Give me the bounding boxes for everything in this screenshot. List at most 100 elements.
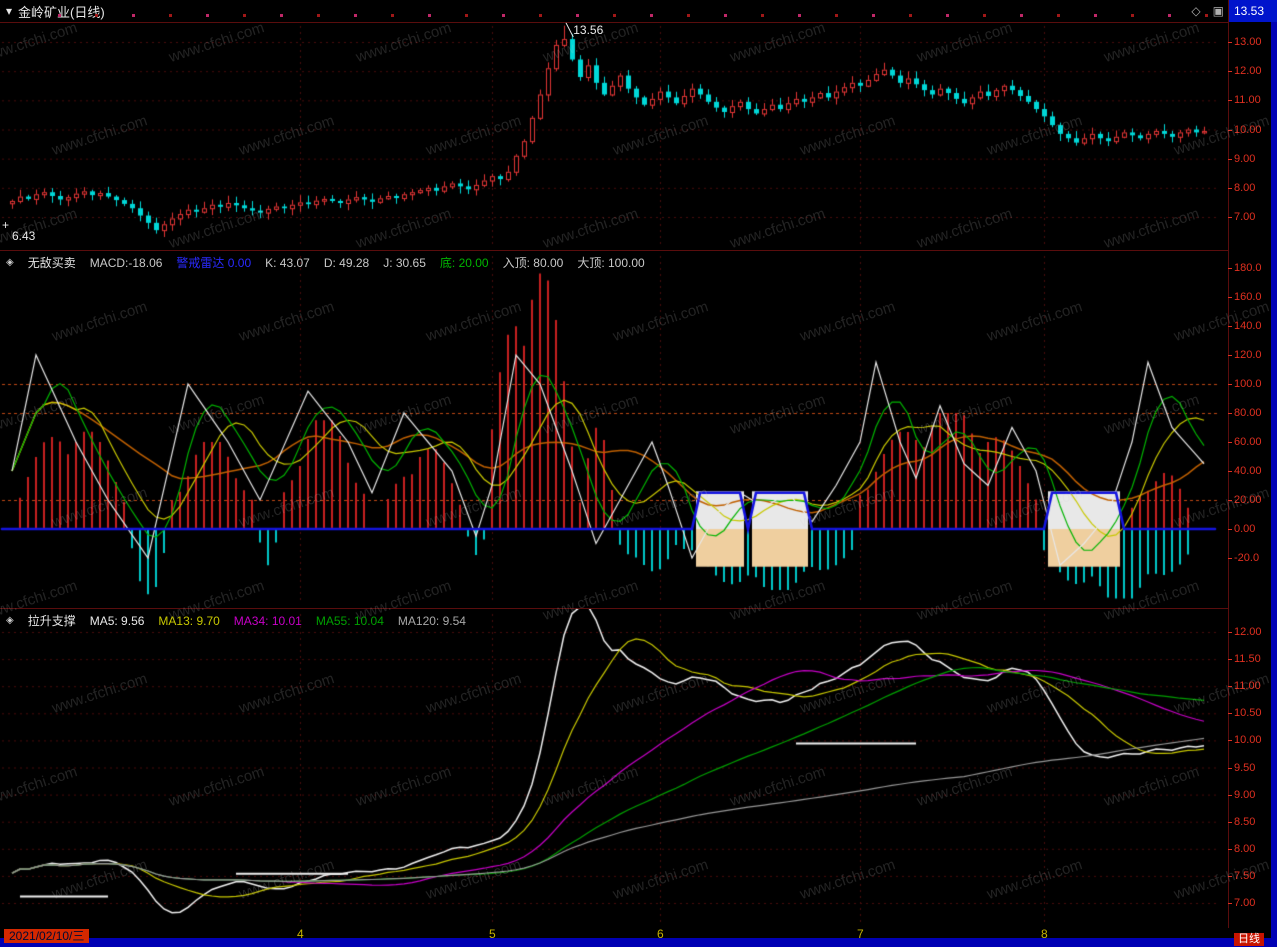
right-scroll-strip[interactable] (1271, 22, 1277, 947)
indicator-value: 底: 20.00 (439, 256, 489, 270)
date-label[interactable]: 2021/02/10/三 (4, 929, 90, 943)
axis-label: 11.00 (1234, 94, 1261, 107)
axis-tick (1228, 794, 1232, 796)
restore-window-icon[interactable]: ▣ (1212, 4, 1224, 18)
signal-dot (724, 14, 727, 17)
axis-label: 0.00 (1234, 523, 1256, 535)
signal-dot (1020, 14, 1023, 17)
oscillator-chart-canvas[interactable] (0, 250, 1228, 608)
x-axis-month-label: 6 (657, 927, 664, 941)
indicator-value: MACD:-18.06 (89, 255, 163, 270)
signal-dot (243, 14, 246, 17)
axis-label: 10.00 (1234, 123, 1262, 136)
period-label[interactable]: 日线 (1234, 933, 1264, 946)
collapse-indicator-icon[interactable]: ◈ (6, 257, 14, 268)
axis-tick (1228, 187, 1232, 189)
status-bar (0, 928, 1277, 938)
axis-tick (1228, 821, 1232, 823)
signal-dot (95, 14, 98, 17)
axis-label: 7.00 (1234, 897, 1256, 909)
axis-tick (1228, 558, 1232, 559)
signal-dot (206, 14, 209, 17)
axis-label: 8.00 (1234, 842, 1256, 855)
signal-dot (835, 14, 838, 17)
indicator-value: 警戒雷达 0.00 (176, 256, 252, 270)
stock-dropdown-icon[interactable]: ▾ (6, 4, 13, 18)
candlestick-chart-canvas[interactable] (0, 22, 1228, 250)
panel-divider (0, 22, 1229, 23)
indicator-value: MA13: 9.70 (158, 613, 220, 628)
axis-tick (1228, 767, 1232, 769)
panel-divider (0, 250, 1229, 251)
axis-label: -20.0 (1234, 552, 1260, 564)
indicator-value: 大顶: 100.00 (577, 256, 645, 270)
indicator-value: 入顶: 80.00 (502, 256, 564, 270)
signal-dot (132, 14, 135, 17)
signal-dot (983, 14, 986, 17)
axis-tick (1228, 384, 1232, 385)
signal-dot (354, 14, 357, 17)
indicator-value: D: 49.28 (323, 255, 370, 270)
x-axis-month-label: 7 (857, 927, 864, 941)
indicator-name[interactable]: 拉升支撑 (27, 614, 76, 628)
signal-dot (798, 14, 801, 17)
axis-label: 9.00 (1234, 788, 1256, 801)
axis-tick (1228, 442, 1232, 443)
signal-dot (909, 14, 912, 17)
signal-dot (1205, 14, 1208, 17)
axis-tick (1228, 740, 1232, 742)
signal-dot (576, 14, 579, 17)
signal-dot (687, 14, 690, 17)
signal-dot (1131, 14, 1134, 17)
axis-label: 12.00 (1234, 626, 1262, 638)
axis-label: 180.0 (1234, 262, 1262, 274)
signal-dot (650, 14, 653, 17)
crosshair-mark: + (2, 218, 10, 232)
signal-dot (539, 14, 542, 17)
x-axis-month-label: 8 (1041, 927, 1048, 941)
indicator-value: MA55: 10.04 (315, 613, 384, 628)
axis-tick (1228, 875, 1232, 877)
axis-label: 8.00 (1234, 181, 1256, 194)
high-price-annotation: ╲13.56 (566, 23, 604, 37)
signal-dot (465, 14, 468, 17)
axis-tick (1228, 217, 1232, 218)
indicator-value: J: 30.65 (383, 255, 426, 270)
collapse-indicator-icon[interactable]: ◈ (6, 615, 14, 626)
indicator-header-oscillator: ◈ 无敌买卖 MACD:-18.06 警戒雷达 0.00 K: 43.07 D: 49.… (6, 254, 645, 271)
axis-label: 100.0 (1234, 378, 1262, 390)
ma-line-chart-canvas[interactable] (0, 608, 1228, 928)
axis-label: 40.00 (1234, 465, 1262, 477)
axis-tick (1228, 713, 1232, 715)
axis-tick (1228, 158, 1232, 160)
axis-label: 80.00 (1234, 407, 1262, 419)
bottom-frame-bar (0, 938, 1277, 947)
x-axis-month-label: 5 (489, 927, 496, 941)
indicator-value: K: 43.07 (265, 255, 310, 270)
axis-label: 7.00 (1234, 211, 1256, 223)
axis-label: 120.0 (1234, 349, 1262, 361)
signal-dot (1168, 14, 1171, 17)
axis-label: 60.00 (1234, 436, 1262, 448)
signal-dot (1094, 14, 1097, 17)
x-axis-month-label: 4 (297, 927, 304, 941)
axis-tick (1228, 297, 1232, 298)
signal-dot (317, 14, 320, 17)
axis-tick (1228, 529, 1232, 530)
axis-tick (1228, 100, 1232, 102)
axis-label: 20.00 (1234, 494, 1262, 506)
low-price-annotation: 6.43 (12, 229, 36, 243)
axis-label: 160.0 (1234, 291, 1262, 303)
axis-tick (1228, 129, 1232, 131)
high-pointer-icon: ╲ (566, 23, 574, 37)
indicator-name[interactable]: 无敌买卖 (27, 256, 76, 270)
window-title: 金岭矿业(日线) (18, 4, 105, 20)
axis-tick (1228, 355, 1232, 356)
diamond-icon[interactable]: ◇ (1191, 4, 1201, 18)
indicator-value: MA120: 9.54 (397, 613, 466, 628)
axis-tick (1228, 848, 1232, 850)
signal-dot (280, 14, 283, 17)
axis-tick (1228, 659, 1232, 661)
axis-label: 10.50 (1234, 707, 1262, 720)
